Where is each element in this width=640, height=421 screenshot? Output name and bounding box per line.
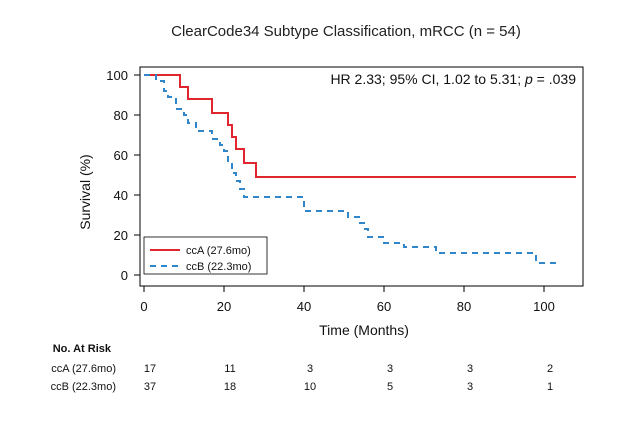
x-tick-label: 80	[457, 299, 471, 314]
p-symbol: p	[524, 71, 533, 87]
at-risk-count: 10	[304, 381, 316, 393]
y-tick-label: 20	[114, 228, 128, 243]
legend-label-cca: ccA (27.6mo)	[186, 245, 251, 257]
x-tick-label: 100	[533, 299, 555, 314]
x-axis-label: Time (Months)	[319, 322, 409, 338]
at-risk-count: 11	[224, 363, 235, 375]
series-layer	[144, 74, 576, 264]
x-tick-label: 20	[217, 299, 231, 314]
at-risk-count: 1	[547, 381, 553, 393]
at-risk-title: No. At Risk	[53, 343, 112, 355]
y-tick-label: 80	[114, 108, 128, 123]
at-risk-count: 17	[144, 363, 156, 375]
chart-title: ClearCode34 Subtype Classification, mRCC…	[171, 23, 521, 40]
x-tick-label: 40	[297, 299, 311, 314]
at-risk-table: No. At Risk ccA (27.6mo) ccB (22.3mo) 17…	[51, 343, 553, 393]
y-tick-label: 100	[106, 68, 128, 83]
p-value: = .039	[533, 71, 576, 87]
at-risk-counts: 17 11 3 3 3 2 37 18 10 5 3 1	[144, 363, 553, 393]
x-tick-label: 60	[377, 299, 391, 314]
at-risk-count: 3	[307, 363, 313, 375]
plot-frame	[139, 66, 584, 287]
hr-text: HR 2.33; 95% CI, 1.02 to 5.31;	[330, 71, 525, 87]
y-tick-label: 40	[114, 188, 128, 203]
legend: ccA (27.6mo) ccB (22.3mo)	[143, 236, 268, 275]
y-axis-label: Survival (%)	[77, 154, 93, 229]
hazard-ratio-annotation: HR 2.33; 95% CI, 1.02 to 5.31; p = .039	[330, 71, 576, 87]
at-risk-count: 37	[144, 381, 156, 393]
at-risk-count: 2	[547, 363, 553, 375]
series-ccb-curve	[144, 74, 560, 264]
at-risk-count: 3	[467, 363, 473, 375]
x-axis: 0 20 40 60 80 100	[140, 286, 555, 314]
x-tick-label: 0	[140, 299, 147, 314]
at-risk-count: 3	[387, 363, 393, 375]
legend-label-ccb: ccB (22.3mo)	[186, 261, 251, 273]
y-tick-label: 60	[114, 148, 128, 163]
at-risk-row-label-ccb: ccB (22.3mo)	[51, 381, 116, 393]
at-risk-count: 3	[467, 381, 473, 393]
y-tick-label: 0	[121, 268, 128, 283]
series-cca-curve	[144, 74, 576, 178]
at-risk-row-label-cca: ccA (27.6mo)	[51, 363, 116, 375]
y-axis: 0 20 40 60 80 100	[106, 68, 140, 283]
at-risk-count: 5	[387, 381, 393, 393]
legend-box	[143, 236, 268, 275]
at-risk-count: 18	[224, 381, 236, 393]
